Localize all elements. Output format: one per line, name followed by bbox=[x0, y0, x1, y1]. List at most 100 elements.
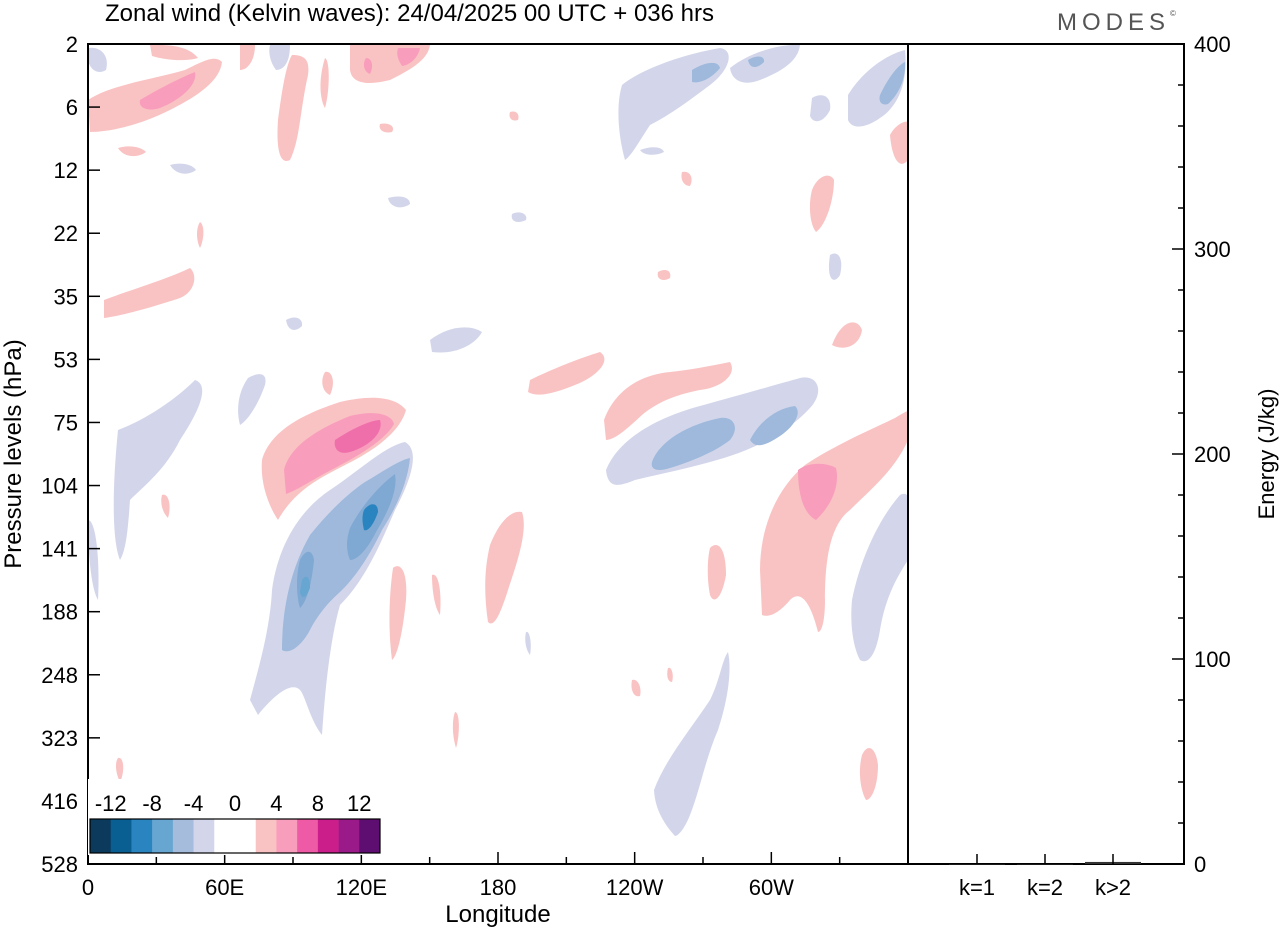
colorbar-swatch bbox=[131, 819, 153, 853]
colorbar-swatch bbox=[172, 819, 194, 853]
y-tick-label: 12 bbox=[54, 158, 78, 183]
y-tick-label: 6 bbox=[66, 95, 78, 120]
y-axis-label: Pressure levels (hPa) bbox=[0, 339, 27, 568]
contour-pos-1 bbox=[859, 747, 878, 800]
contour-neg-1 bbox=[430, 327, 482, 353]
colorbar-swatch bbox=[338, 819, 360, 853]
colorbar-label: 12 bbox=[347, 791, 371, 816]
colorbar-label: -8 bbox=[142, 791, 162, 816]
chart-title: Zonal wind (Kelvin waves): 24/04/2025 00… bbox=[105, 0, 714, 27]
modes-logo: MODES© bbox=[1057, 9, 1176, 37]
contour-pos-2 bbox=[798, 463, 838, 520]
contour-pos-1 bbox=[760, 411, 908, 632]
y-tick-label: 75 bbox=[54, 410, 78, 435]
colorbar-swatch bbox=[152, 819, 174, 853]
contour-neg-1 bbox=[654, 652, 730, 836]
y-tick-label: 188 bbox=[41, 600, 78, 625]
x-tick-label: 60E bbox=[205, 875, 244, 900]
y-tick-label: 104 bbox=[41, 474, 78, 499]
contour-pos-1 bbox=[707, 545, 726, 600]
contour-neg-1 bbox=[113, 380, 203, 560]
energy-category-label: k=1 bbox=[959, 875, 995, 900]
energy-frame bbox=[907, 43, 1185, 865]
energy-bars: k=1 k=2 k>2 bbox=[949, 854, 1141, 900]
contour-neg-2 bbox=[692, 62, 720, 83]
x-tick-label: 120E bbox=[336, 875, 387, 900]
contour-neg-1 bbox=[851, 493, 908, 662]
contour-neg-1 bbox=[848, 50, 906, 127]
colorbar-swatch bbox=[235, 819, 257, 853]
contour-pos-1 bbox=[320, 58, 329, 108]
contour-pos-1 bbox=[389, 566, 407, 660]
contour-neg-1 bbox=[269, 45, 290, 70]
energy-category-label: k=2 bbox=[1027, 875, 1063, 900]
energy-bar bbox=[1017, 864, 1073, 865]
contour-neg-1 bbox=[88, 520, 99, 600]
colorbar-swatch bbox=[276, 819, 298, 853]
colorbar-swatch bbox=[214, 819, 236, 853]
contour-pos-1 bbox=[240, 45, 255, 70]
energy-bar bbox=[949, 864, 1005, 865]
heatmap-y-axis: 2 6 12 22 35 53 75 104 141 188 248 323 416 528 bbox=[41, 32, 100, 877]
colorbar-swatch bbox=[317, 819, 339, 853]
energy-category-label: k>2 bbox=[1095, 875, 1131, 900]
contour-pos-2 bbox=[139, 72, 196, 110]
energy-tick-label: 100 bbox=[1194, 647, 1231, 672]
contour-neg-1 bbox=[238, 374, 266, 425]
colorbar-label: 0 bbox=[229, 791, 241, 816]
contour-pos-1 bbox=[150, 44, 198, 61]
contour-neg-4 bbox=[362, 504, 378, 531]
contour-pos-1 bbox=[104, 268, 195, 318]
heatmap-x-axis: 0 60E 120E 180 120W 60W bbox=[82, 852, 909, 900]
contour-pos-1 bbox=[379, 123, 394, 133]
energy-tick-label: 0 bbox=[1194, 852, 1206, 877]
y-tick-label: 35 bbox=[54, 284, 78, 309]
contour-pos-1 bbox=[277, 55, 309, 161]
energy-axis-label: Energy (J/kg) bbox=[1254, 389, 1279, 520]
contour-neg-4 bbox=[300, 576, 310, 597]
energy-tick-label: 300 bbox=[1194, 237, 1231, 262]
contour-pos-2 bbox=[397, 48, 420, 66]
contour-neg-1 bbox=[388, 196, 410, 208]
y-tick-label: 2 bbox=[66, 32, 78, 57]
contour-neg-1 bbox=[730, 44, 800, 83]
colorbar-label: 4 bbox=[270, 791, 282, 816]
y-tick-label: 248 bbox=[41, 663, 78, 688]
contour-pos-1 bbox=[528, 352, 605, 395]
x-tick-label: 120W bbox=[606, 875, 664, 900]
contour-neg-1 bbox=[525, 631, 531, 655]
x-tick-label: 60W bbox=[749, 875, 794, 900]
contour-neg-1 bbox=[286, 317, 303, 330]
contour-neg-2 bbox=[651, 417, 735, 470]
contour-pos-1 bbox=[681, 171, 692, 186]
contour-neg-1 bbox=[88, 47, 107, 72]
contour-pos-1 bbox=[485, 511, 524, 624]
contour-pos-1 bbox=[890, 121, 908, 164]
contour-pos-1 bbox=[631, 679, 641, 697]
contour-pos-1 bbox=[432, 574, 441, 615]
contour-neg-1 bbox=[828, 253, 842, 280]
logo-mark: © bbox=[1170, 9, 1176, 18]
colorbar-frame bbox=[89, 818, 381, 854]
colorbar-swatch bbox=[110, 819, 132, 853]
contour-neg-1 bbox=[511, 212, 527, 222]
colorbar-swatch bbox=[90, 819, 112, 853]
energy-y-axis: 0 100 200 300 400 bbox=[1172, 32, 1231, 877]
colorbar-label: -12 bbox=[95, 791, 127, 816]
y-tick-label: 141 bbox=[41, 537, 78, 562]
colorbar-swatch bbox=[255, 819, 277, 853]
colorbar-label: -4 bbox=[184, 791, 204, 816]
contour-pos-1 bbox=[657, 270, 671, 280]
y-tick-label: 416 bbox=[41, 789, 78, 814]
logo-text: MODES bbox=[1057, 9, 1171, 36]
heatmap-frame bbox=[87, 43, 909, 865]
contour-pos-3 bbox=[334, 420, 381, 453]
contour-neg-2 bbox=[748, 56, 765, 67]
energy-tick-label: 200 bbox=[1194, 442, 1231, 467]
colorbar-label: 8 bbox=[312, 791, 324, 816]
colorbar-swatch bbox=[359, 819, 381, 853]
contour-neg-2 bbox=[879, 62, 906, 105]
contour-pos-1 bbox=[161, 494, 170, 518]
contour-field bbox=[88, 44, 908, 836]
contour-neg-1 bbox=[170, 163, 196, 174]
